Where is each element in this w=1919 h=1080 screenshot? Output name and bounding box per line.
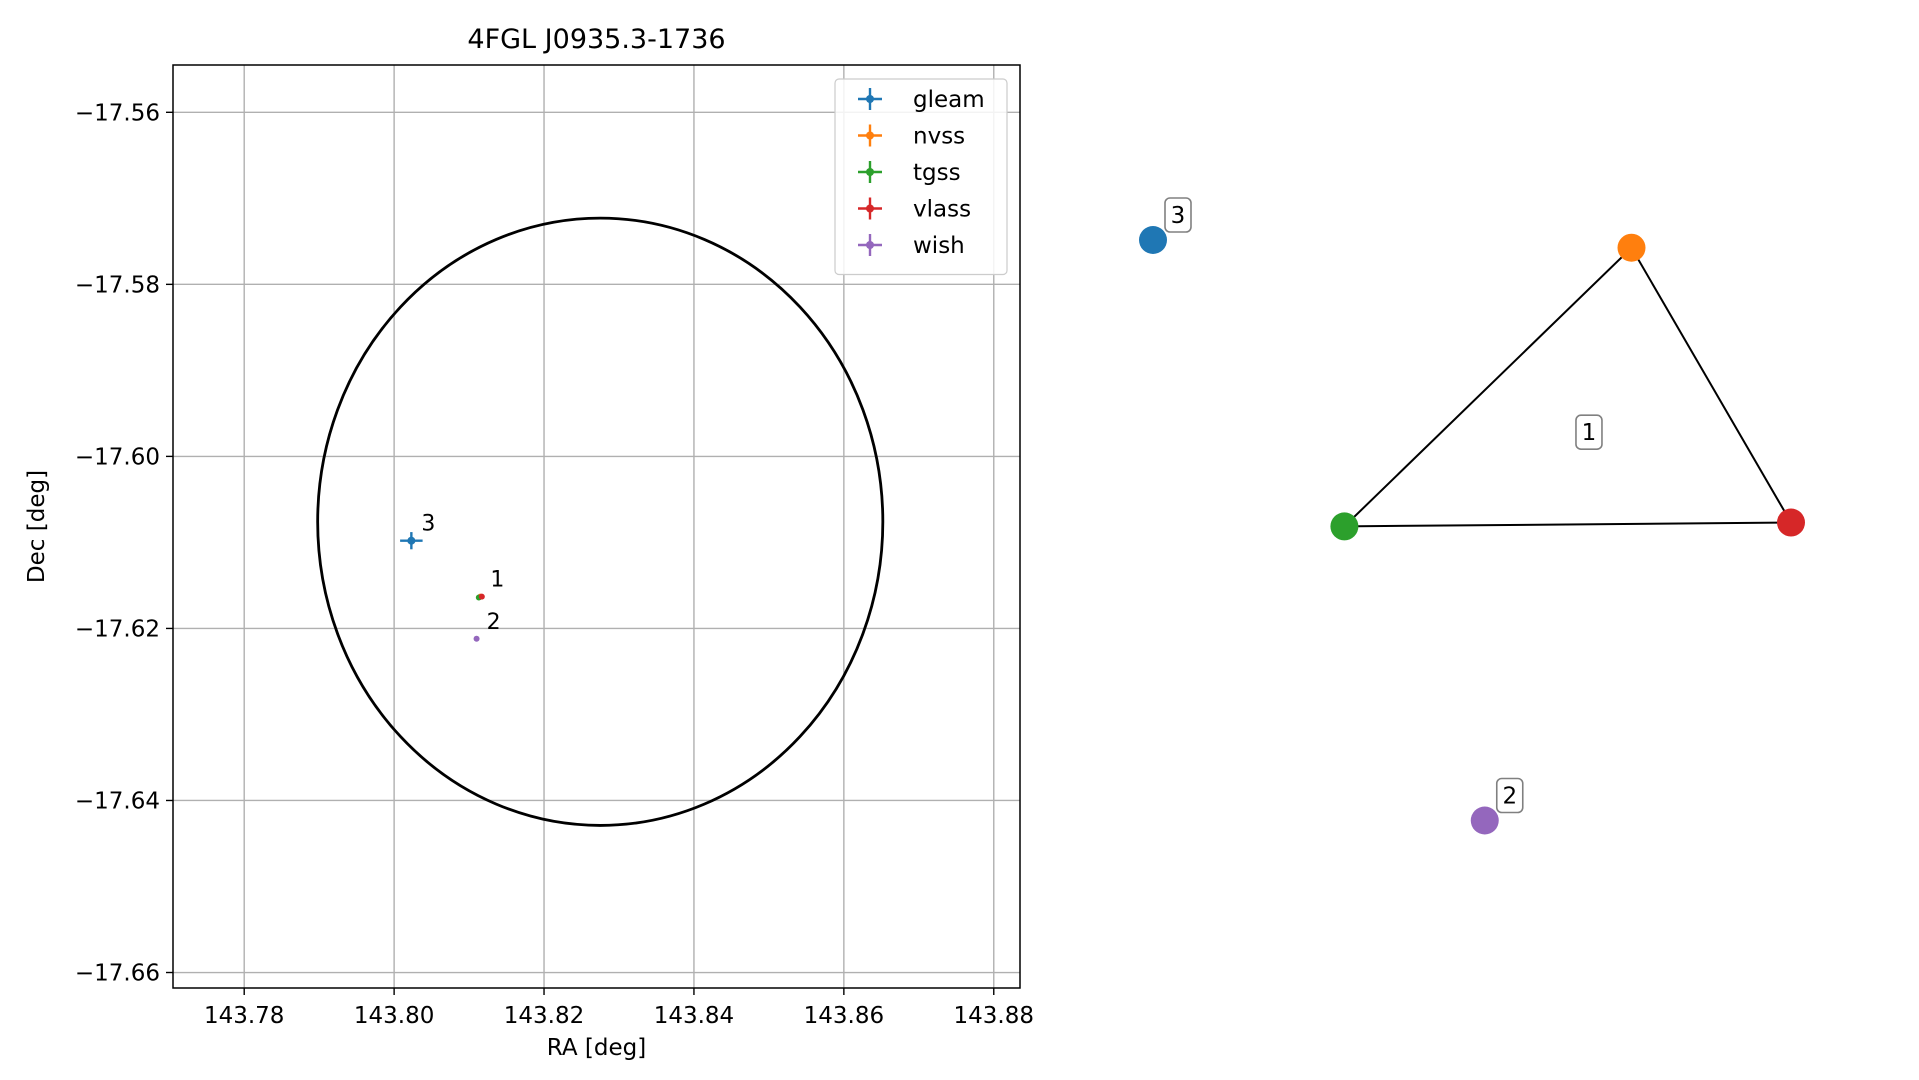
scatter-chart: 3 1 2 143.78 143.80 143.82 143.84 143.86 143.88… xyxy=(24,24,1034,1061)
point-annotation: 3 xyxy=(421,512,435,537)
y-tick-label: −17.66 xyxy=(75,961,160,987)
graph-group-labels: 3 1 2 xyxy=(1164,197,1603,814)
x-tick-label: 143.82 xyxy=(504,1003,584,1029)
legend-item-vlass: vlass xyxy=(858,197,971,223)
graph-edge-nvss-vlass xyxy=(1630,247,1792,524)
data-point-vlass xyxy=(478,593,485,600)
graph-group-label: 2 xyxy=(1495,777,1524,814)
graph-node-wish xyxy=(1470,806,1499,835)
point-annotation: 1 xyxy=(490,568,504,593)
legend: gleam nvss tgss vlass wish xyxy=(834,78,1008,276)
legend-label: wish xyxy=(913,233,965,259)
label-text: 1 xyxy=(1582,420,1597,446)
x-tick-label: 143.80 xyxy=(354,1003,434,1029)
legend-label: vlass xyxy=(913,197,971,223)
graph-node-tgss xyxy=(1330,512,1359,541)
legend-marker xyxy=(866,131,874,140)
x-axis-label: RA [deg] xyxy=(547,1035,646,1061)
point-annotations: 3 1 2 xyxy=(421,512,504,635)
x-tick-label: 143.86 xyxy=(804,1003,884,1029)
y-axis-label: Dec [deg] xyxy=(24,470,50,583)
legend-label: tgss xyxy=(913,160,961,186)
legend-box xyxy=(834,78,1008,276)
graph-group-label: 3 xyxy=(1164,197,1192,233)
graph-nodes xyxy=(1139,226,1805,835)
chart-title: 4FGL J0935.3-1736 xyxy=(467,24,725,55)
marker xyxy=(407,536,416,545)
legend-items: gleam nvss tgss vlass wish xyxy=(858,87,985,259)
plot-frame xyxy=(172,64,1021,989)
label-text: 2 xyxy=(1502,784,1517,810)
label-box xyxy=(1164,197,1192,233)
data-point-gleam xyxy=(400,532,423,550)
graph-edge-nvss-tgss xyxy=(1343,247,1633,528)
y-tick-label: −17.64 xyxy=(75,788,160,814)
point-annotation: 2 xyxy=(487,610,501,635)
legend-item-tgss: tgss xyxy=(858,160,961,186)
graph-group-label: 1 xyxy=(1575,414,1603,451)
y-tick-label: −17.58 xyxy=(75,272,160,298)
graph-edges xyxy=(1343,247,1792,528)
y-tick-label: −17.56 xyxy=(75,100,160,126)
data-point-wish xyxy=(473,635,480,642)
graph-node-vlass xyxy=(1777,508,1805,537)
y-axis-ticks: −17.56 −17.58 −17.60 −17.62 −17.64 −17.66 xyxy=(75,100,173,987)
graph-edge-tgss-vlass xyxy=(1344,521,1792,528)
x-tick-label: 143.88 xyxy=(954,1003,1034,1029)
network-graph: 3 1 2 xyxy=(1139,197,1805,835)
legend-item-gleam: gleam xyxy=(858,87,985,113)
legend-marker xyxy=(866,168,874,176)
x-tick-label: 143.78 xyxy=(204,1003,284,1029)
legend-label: nvss xyxy=(913,124,965,150)
legend-marker xyxy=(866,241,874,249)
legend-marker xyxy=(866,95,874,103)
legend-marker xyxy=(866,204,874,213)
y-tick-label: −17.62 xyxy=(75,616,160,642)
graph-node-gleam xyxy=(1139,226,1167,254)
graph-node-nvss xyxy=(1617,233,1646,262)
label-box xyxy=(1575,414,1603,451)
marker xyxy=(473,635,480,642)
y-tick-label: −17.60 xyxy=(75,444,160,470)
legend-item-nvss: nvss xyxy=(858,124,965,150)
localization-circle-layer xyxy=(316,216,885,827)
localization-circle xyxy=(316,216,885,827)
x-axis-ticks: 143.78 143.80 143.82 143.84 143.86 143.88 xyxy=(204,988,1034,1029)
legend-label: gleam xyxy=(913,87,985,113)
label-text: 3 xyxy=(1171,203,1186,229)
marker xyxy=(478,593,485,600)
x-tick-label: 143.84 xyxy=(654,1003,734,1029)
data-points xyxy=(400,532,485,642)
label-box xyxy=(1495,777,1524,814)
legend-item-wish: wish xyxy=(858,233,965,259)
